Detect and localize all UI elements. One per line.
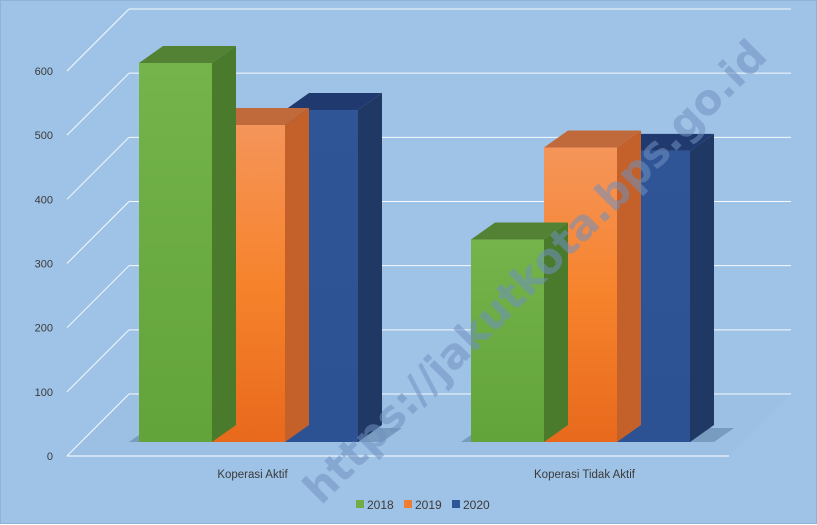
legend-swatch-2020 bbox=[452, 500, 460, 508]
gridline-side bbox=[66, 265, 130, 329]
gridline-side bbox=[66, 201, 130, 264]
y-tick-label: 100 bbox=[35, 387, 53, 399]
gridline-side bbox=[66, 8, 130, 72]
y-tick-label: 200 bbox=[35, 323, 53, 335]
y-tick-label: 400 bbox=[35, 194, 53, 206]
bar-top-2020 bbox=[285, 93, 382, 111]
bar-2018-1 bbox=[471, 239, 544, 442]
bar-top-2018 bbox=[471, 222, 568, 240]
plot-bars bbox=[129, 45, 734, 443]
legend-swatch-2019 bbox=[404, 500, 412, 508]
bar-top-2019 bbox=[212, 108, 309, 126]
gridline-side bbox=[66, 72, 130, 136]
x-tick-label: Koperasi Tidak Aktif bbox=[534, 469, 636, 481]
bar-2018-0 bbox=[139, 62, 212, 442]
legend-swatch-2018 bbox=[356, 500, 364, 508]
y-tick-label: 0 bbox=[47, 451, 53, 463]
legend-label-2020: 2020 bbox=[463, 498, 490, 512]
legend-label-2019: 2019 bbox=[415, 498, 442, 512]
bar-top-2019 bbox=[544, 130, 641, 148]
y-axis: 0 100 200 300 400 500 600 bbox=[35, 66, 53, 463]
bar-side-2020 bbox=[358, 93, 382, 443]
bar-top-2018 bbox=[139, 45, 236, 63]
bar-side-2019 bbox=[617, 130, 641, 442]
bar-side-2020 bbox=[690, 133, 714, 442]
x-tick-label: Koperasi Aktif bbox=[217, 469, 288, 481]
y-tick-label: 500 bbox=[35, 130, 53, 142]
bar-side-2018 bbox=[544, 222, 568, 442]
gridline-side bbox=[66, 393, 130, 457]
bar-side-2018 bbox=[212, 45, 236, 442]
legend-label-2018: 2018 bbox=[367, 498, 394, 512]
y-tick-label: 300 bbox=[35, 259, 53, 271]
gridline-side bbox=[66, 136, 130, 200]
y-tick-label: 600 bbox=[35, 66, 53, 78]
gridline-side bbox=[66, 329, 130, 393]
bar-top-2020 bbox=[617, 133, 714, 151]
bar-side-2019 bbox=[285, 108, 309, 443]
legend: 2018 2019 2020 bbox=[356, 498, 490, 512]
x-axis: Koperasi Aktif Koperasi Tidak Aktif bbox=[67, 455, 729, 481]
